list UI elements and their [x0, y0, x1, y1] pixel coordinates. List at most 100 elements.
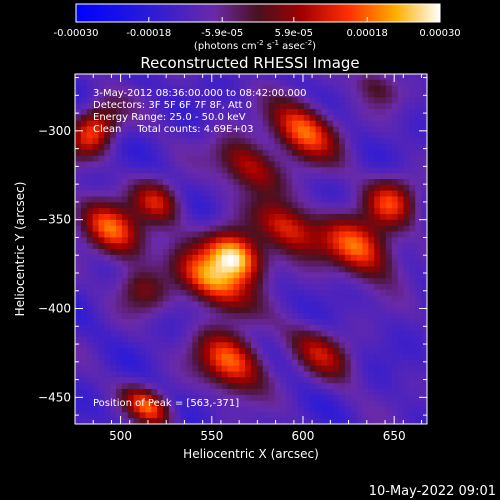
heatmap-cell	[327, 149, 334, 157]
heatmap-cell	[168, 336, 176, 343]
heatmap-cell	[215, 400, 223, 407]
heatmap-cell	[309, 278, 316, 285]
heatmap-cell	[139, 254, 146, 262]
heatmap-cell	[92, 412, 99, 419]
heatmap-cell	[327, 289, 334, 297]
heatmap-cell	[168, 237, 176, 244]
heatmap-cell	[174, 97, 181, 104]
heatmap-cell	[133, 249, 140, 256]
heatmap-cell	[391, 348, 399, 355]
heatmap-cell	[239, 359, 246, 367]
heatmap-cell	[385, 324, 393, 332]
heatmap-cell	[262, 85, 269, 92]
heatmap-cell	[385, 161, 393, 168]
heatmap-cell	[98, 418, 105, 425]
heatmap-cell	[403, 144, 410, 151]
heatmap-cell	[286, 149, 293, 157]
heatmap-cell	[421, 85, 428, 92]
heatmap-cell	[245, 243, 252, 250]
heatmap-cell	[262, 342, 269, 349]
heatmap-cell	[391, 109, 399, 116]
heatmap-cell	[204, 161, 211, 168]
heatmap-cell	[362, 167, 369, 174]
heatmap-cell	[397, 249, 404, 256]
heatmap-cell	[251, 301, 258, 308]
heatmap-cell	[163, 389, 170, 396]
heatmap-cell	[116, 196, 123, 203]
heatmap-cell	[274, 359, 281, 367]
heatmap-cell	[157, 284, 164, 291]
heatmap-cell	[256, 231, 264, 238]
heatmap-cell	[292, 184, 299, 192]
heatmap-cell	[421, 155, 428, 162]
heatmap-cell	[92, 336, 99, 343]
heatmap-cell	[174, 400, 181, 407]
heatmap-cell	[409, 313, 416, 320]
heatmap-cell	[233, 219, 240, 227]
heatmap-cell	[245, 383, 252, 390]
heatmap-cell	[110, 330, 117, 337]
heatmap-cell	[286, 103, 293, 110]
heatmap-cell	[221, 249, 228, 256]
heatmap-cell	[92, 214, 99, 221]
heatmap-cell	[186, 389, 193, 396]
heatmap-cell	[374, 359, 381, 367]
heatmap-cell	[233, 324, 240, 332]
heatmap-cell	[168, 254, 176, 262]
heatmap-cell	[333, 120, 340, 127]
heatmap-cell	[327, 231, 334, 238]
heatmap-cell	[180, 313, 187, 320]
heatmap-cell	[174, 289, 181, 297]
heatmap-cell	[415, 225, 422, 232]
heatmap-cell	[397, 85, 404, 92]
heatmap-cell	[256, 243, 264, 250]
heatmap-cell	[104, 260, 111, 267]
heatmap-cell	[315, 284, 322, 291]
heatmap-cell	[227, 389, 234, 396]
heatmap-cell	[362, 266, 369, 273]
heatmap-cell	[168, 400, 176, 407]
heatmap-cell	[198, 97, 205, 104]
heatmap-cell	[362, 260, 369, 267]
heatmap-cell	[280, 138, 287, 145]
heatmap-cell	[297, 91, 305, 98]
heatmap-cell	[274, 79, 281, 87]
heatmap-cell	[391, 383, 399, 390]
heatmap-cell	[227, 301, 234, 308]
heatmap-cell	[262, 330, 269, 337]
heatmap-cell	[157, 394, 164, 402]
heatmap-cell	[174, 342, 181, 349]
heatmap-cell	[133, 330, 140, 337]
heatmap-cell	[157, 196, 164, 203]
heatmap-cell	[344, 126, 352, 133]
heatmap-cell	[180, 406, 187, 413]
heatmap-cell	[151, 114, 158, 122]
heatmap-cell	[268, 365, 275, 372]
heatmap-cell	[315, 365, 322, 372]
heatmap-cell	[145, 138, 152, 145]
heatmap-cell	[116, 260, 123, 267]
heatmap-cell	[391, 155, 399, 162]
heatmap-cell	[98, 208, 105, 215]
heatmap-cell	[145, 103, 152, 110]
heatmap-cell	[350, 190, 357, 197]
heatmap-cell	[303, 149, 311, 157]
heatmap-cell	[292, 114, 299, 122]
heatmap-cell	[209, 79, 217, 87]
heatmap-cell	[315, 243, 322, 250]
heatmap-cell	[209, 225, 217, 232]
heatmap-cell	[321, 103, 328, 110]
heatmap-cell	[374, 284, 381, 291]
heatmap-cell	[174, 196, 181, 203]
heatmap-cell	[116, 109, 123, 116]
heatmap-cell	[215, 97, 223, 104]
heatmap-cell	[380, 272, 387, 279]
heatmap-cell	[239, 383, 246, 390]
heatmap-cell	[309, 225, 316, 232]
heatmap-cell	[221, 400, 228, 407]
heatmap-cell	[110, 272, 117, 279]
heatmap-cell	[268, 284, 275, 291]
heatmap-cell	[151, 109, 158, 116]
heatmap-cell	[245, 348, 252, 355]
heatmap-cell	[303, 237, 311, 244]
